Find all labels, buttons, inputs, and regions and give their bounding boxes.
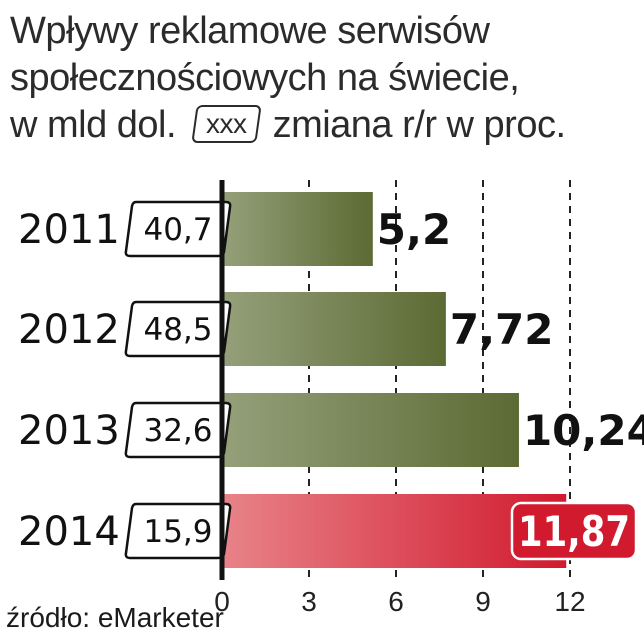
chart-title: Wpływy reklamowe serwisów społecznościow… [10, 8, 566, 149]
x-tick-label-3: 3 [301, 586, 317, 617]
title-unit: w mld dol. [10, 104, 177, 146]
value-label-2011: 5,2 [377, 205, 451, 254]
bars: 5,2 2011 40,7 7,72 2012 48,5 10,24 2013 32,6 11,8… [18, 192, 644, 568]
change-box-2013 [124, 401, 232, 459]
year-label-2011: 2011 [18, 207, 120, 253]
bar-2011 [222, 192, 373, 266]
change-label-2013: 32,6 [143, 413, 212, 449]
year-label-2013: 2013 [18, 408, 120, 454]
value-label-box-2014 [510, 501, 638, 561]
value-label-2013: 10,24 [523, 406, 644, 455]
x-tick-label-12: 12 [554, 586, 585, 617]
axis: 0 3 6 9 12 [214, 180, 586, 617]
year-label-2014: 2014 [18, 509, 120, 555]
source-note: źródło: eMarketer [6, 602, 224, 633]
change-label-2014: 15,9 [143, 514, 212, 550]
value-label-2012: 7,72 [450, 305, 554, 354]
bar-2013 [222, 393, 519, 467]
year-label-2012: 2012 [18, 307, 120, 353]
change-box-2014 [124, 502, 232, 560]
value-label-2014: 11,87 [518, 507, 630, 556]
change-box-2011 [124, 200, 232, 258]
title-line-1: Wpływy reklamowe serwisów [10, 10, 490, 52]
bar-2012 [222, 292, 446, 366]
change-label-2012: 48,5 [143, 312, 212, 348]
bar-2014 [222, 494, 567, 568]
change-label-2011: 40,7 [143, 212, 212, 248]
x-tick-label-0: 0 [214, 586, 230, 617]
title-line-2: społecznościowych na świecie, [10, 57, 520, 99]
x-tick-label-6: 6 [388, 586, 404, 617]
legend-change-text: zmiana r/r w proc. [272, 104, 566, 146]
x-tick-label-9: 9 [475, 586, 491, 617]
change-box-2012 [124, 300, 232, 358]
title-line-3: w mld dol. xxx zmiana r/r w proc. [10, 102, 566, 149]
